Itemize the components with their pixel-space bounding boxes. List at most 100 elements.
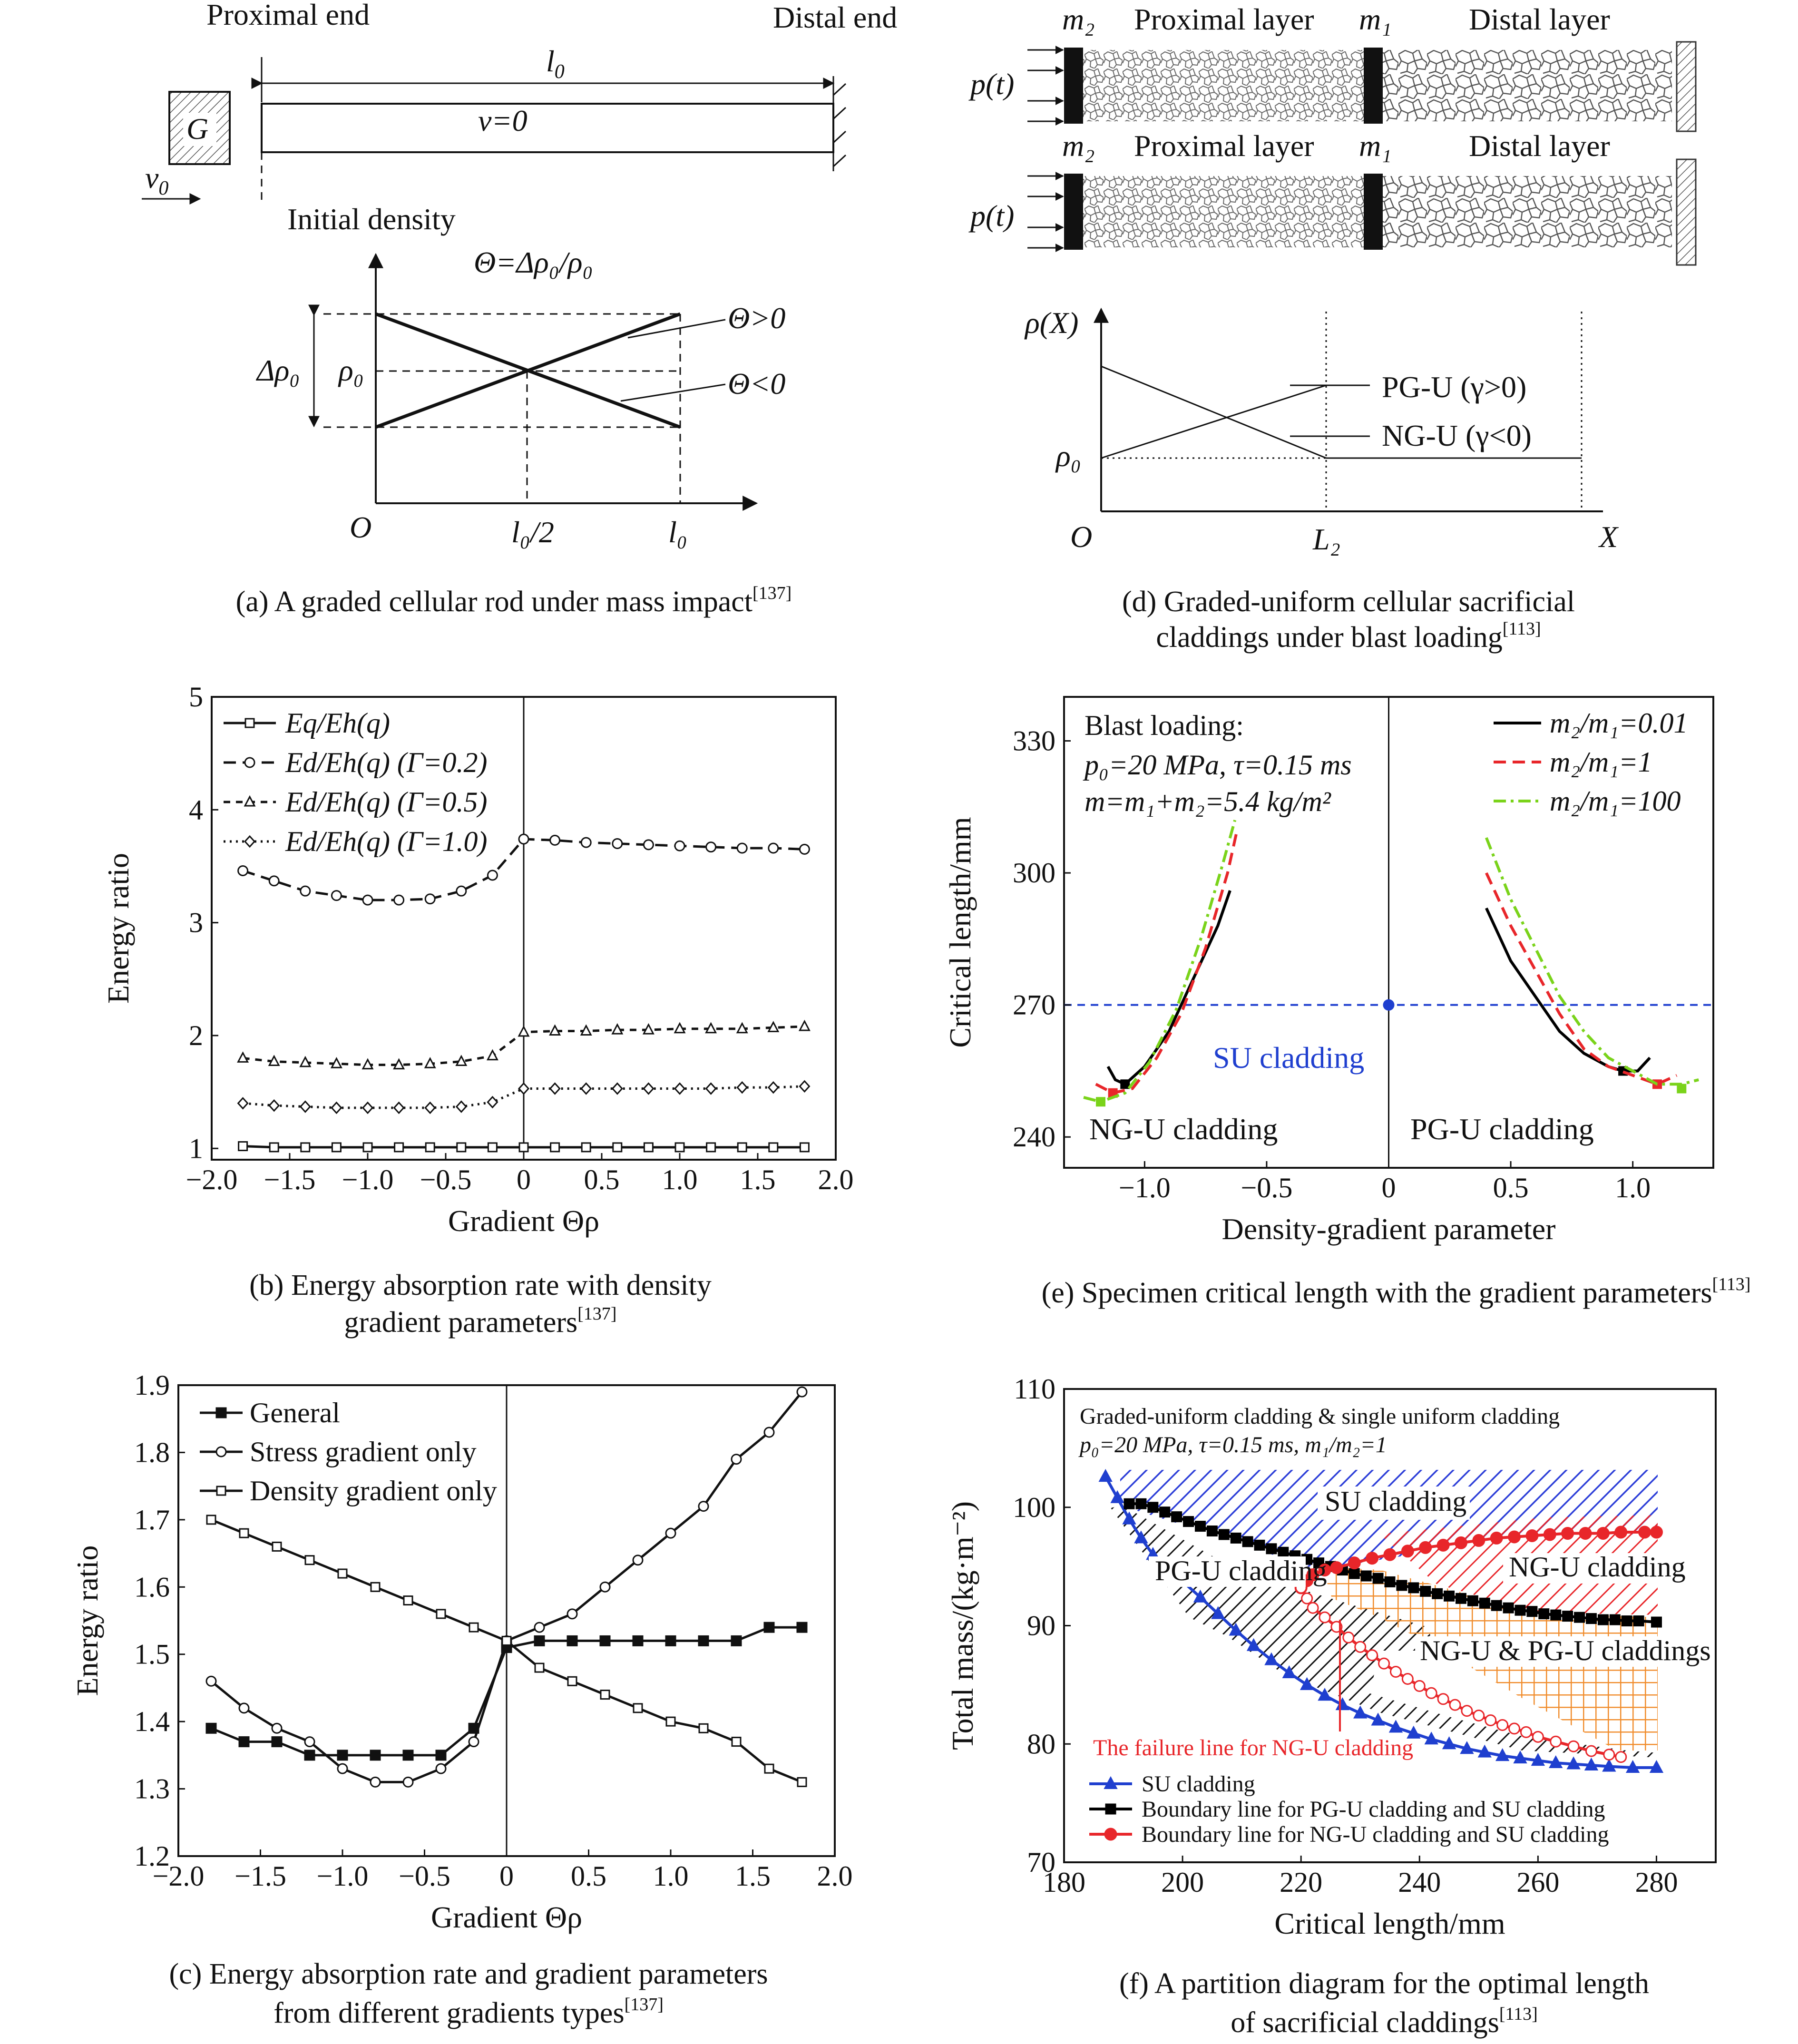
data-point <box>580 837 592 848</box>
data-point <box>455 1055 468 1066</box>
bottom-load-arrows <box>1027 172 1064 252</box>
data-point <box>1266 1543 1277 1555</box>
f-note-2: p₀=20 MPa, τ=0.15 ms, m₁/m₂=1 <box>1078 1432 1387 1457</box>
legend-label: Density gradient only <box>250 1475 497 1506</box>
data-point <box>1425 1687 1437 1699</box>
data-point <box>238 1141 248 1152</box>
data-point <box>731 1737 742 1747</box>
theta-negative-line <box>375 312 681 429</box>
legend-marker <box>215 1446 227 1457</box>
distal-end-label: Distal end <box>773 0 897 34</box>
y-tick-label: 1.2 <box>134 1840 170 1872</box>
data-point <box>550 1142 560 1153</box>
data-point <box>1508 1530 1521 1544</box>
x-axis-title: Gradient Θρ <box>448 1204 599 1238</box>
data-point <box>1408 1582 1419 1594</box>
data-point <box>268 875 280 887</box>
legend-marker <box>216 1486 226 1496</box>
proximal-layer-label-top: Proximal layer <box>1134 2 1314 36</box>
x-tick-label: 220 <box>1280 1867 1322 1898</box>
data-point <box>1479 1597 1490 1609</box>
rho-axis-label: ρ(X) <box>1024 306 1078 340</box>
data-point <box>1574 1612 1585 1623</box>
data-point <box>1550 1609 1562 1621</box>
data-point <box>424 1057 436 1068</box>
legend-label: m₂/m₁=100 <box>1550 785 1681 817</box>
data-point <box>331 890 342 901</box>
series-line-left <box>1106 890 1231 1086</box>
data-point <box>1467 1595 1478 1606</box>
data-point <box>1526 1606 1538 1617</box>
theta-neg-leader <box>620 383 726 402</box>
data-point <box>698 1635 709 1646</box>
data-point <box>1307 1602 1319 1614</box>
data-point <box>643 1082 655 1095</box>
data-point <box>1424 1731 1438 1745</box>
data-point <box>1454 1536 1467 1549</box>
top-m1-plate <box>1364 48 1383 124</box>
data-point <box>764 1763 774 1774</box>
data-point <box>393 1101 405 1115</box>
data-point <box>370 1750 381 1761</box>
y-tick-label: 80 <box>1027 1728 1055 1760</box>
data-point <box>1342 1631 1355 1643</box>
data-point <box>1584 1757 1599 1771</box>
panel-a-schematic: Proximal end Distal end l0 v=0 G v0 Init… <box>142 0 897 618</box>
ngu-region-label-bg <box>1503 1553 1662 1584</box>
data-point <box>643 839 654 851</box>
data-point <box>1194 1521 1206 1532</box>
pgu-region-label: PG-U cladding <box>1155 1555 1327 1586</box>
data-point <box>1371 1712 1385 1726</box>
data-point <box>799 843 810 855</box>
ngu-line <box>1101 365 1327 459</box>
blast-note-3: m=m₁+m₂=5.4 kg/m² <box>1085 786 1331 817</box>
series-1: m₂/m₁=0.01 <box>1106 707 1688 1089</box>
data-point <box>1520 1726 1532 1738</box>
data-point <box>1437 1693 1449 1705</box>
chart-b-content: −2.0 −1.5 −1.0 −0.5 0 0.5 1.0 1.5 2.0 1 2 3 4 5 Gradie… <box>101 681 854 1238</box>
series-2: m₂/m₁=1 <box>1095 746 1678 1098</box>
data-point <box>1372 1573 1384 1584</box>
data-point <box>362 1142 373 1153</box>
data-point <box>1603 1749 1615 1761</box>
data-point <box>206 1515 216 1525</box>
blast-note-2: p₀=20 MPa, τ=0.15 ms <box>1083 749 1352 781</box>
series-3 <box>1294 1526 1663 1594</box>
data-point <box>1171 1511 1182 1523</box>
bottom-wall <box>1676 158 1697 266</box>
data-point <box>1491 1600 1502 1611</box>
data-point <box>1183 1516 1194 1527</box>
data-point <box>1384 1576 1396 1587</box>
data-point <box>362 1058 374 1070</box>
data-point <box>468 1736 479 1748</box>
data-point <box>767 1021 780 1032</box>
X-label: X <box>1598 520 1619 554</box>
y-axis-title: Energy ratio <box>101 853 135 1004</box>
data-point <box>1496 1719 1509 1731</box>
data-point <box>330 1057 342 1068</box>
data-point <box>1472 1534 1485 1547</box>
panel-e-caption: (e) Specimen critical length with the gr… <box>1042 1274 1751 1309</box>
series-3: Ed/Eh(q) (Γ=0.5) <box>224 786 811 1070</box>
su-region-label: SU cladding <box>1325 1486 1466 1517</box>
top-wall <box>1676 41 1697 132</box>
data-point <box>1383 1548 1397 1561</box>
data-point <box>567 1608 578 1620</box>
data-point <box>424 1101 436 1115</box>
panel-d-schematic: m₂ Proximal layer m₁ Distal layer p(t) m… <box>968 2 1697 654</box>
x-tick-label: 1.0 <box>1615 1172 1651 1203</box>
y-tick-label: 1.4 <box>134 1706 170 1737</box>
data-point <box>402 1750 414 1761</box>
panel-b-chart: −2.0 −1.5 −1.0 −0.5 0 0.5 1.0 1.5 2.0 1 2 3 4 5 Gradie… <box>101 681 854 1339</box>
top-distal-foam <box>1382 50 1672 121</box>
data-point <box>549 834 561 846</box>
data-point <box>1401 1545 1414 1558</box>
data-point <box>643 1142 654 1153</box>
data-point <box>362 894 373 906</box>
data-point <box>1513 1751 1527 1764</box>
data-point <box>612 1142 623 1153</box>
data-point <box>239 1528 249 1538</box>
data-point <box>1420 1585 1431 1597</box>
data-point <box>1378 1657 1390 1670</box>
